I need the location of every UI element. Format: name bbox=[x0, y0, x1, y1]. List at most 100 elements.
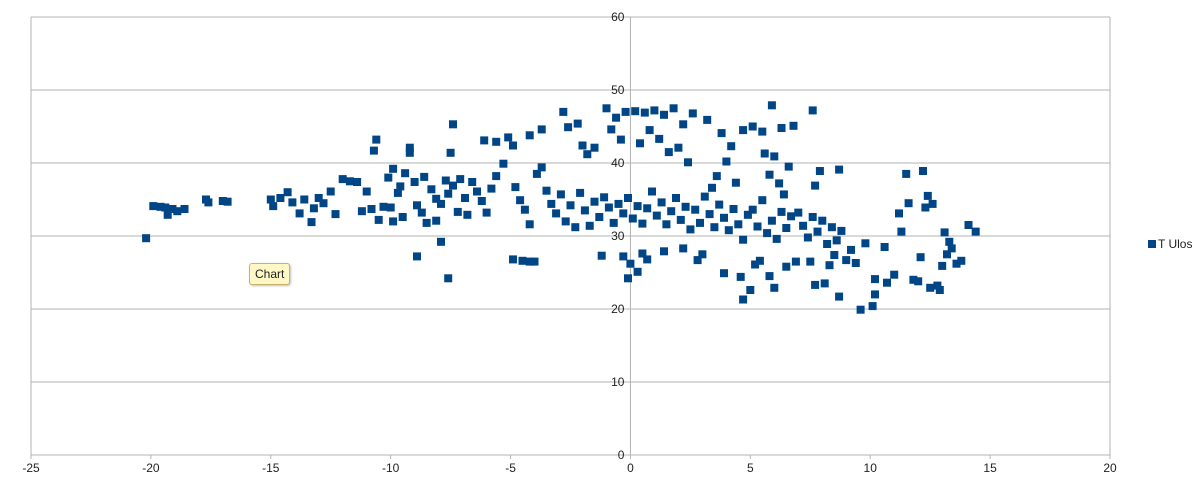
data-point bbox=[928, 199, 937, 208]
data-point bbox=[760, 149, 769, 158]
data-point bbox=[763, 229, 772, 238]
data-point bbox=[326, 187, 335, 196]
data-point bbox=[396, 182, 405, 191]
data-point bbox=[619, 252, 628, 261]
data-point bbox=[638, 249, 647, 258]
data-point bbox=[576, 188, 585, 197]
data-point bbox=[770, 152, 779, 161]
data-point bbox=[369, 146, 378, 155]
data-point bbox=[487, 184, 496, 193]
data-point bbox=[811, 181, 820, 190]
data-point bbox=[832, 236, 841, 245]
legend-swatch bbox=[1148, 240, 1156, 248]
data-point bbox=[444, 274, 453, 283]
data-point bbox=[964, 221, 973, 229]
data-point bbox=[717, 129, 726, 138]
data-point bbox=[223, 197, 232, 206]
data-point bbox=[353, 178, 362, 186]
data-point bbox=[681, 202, 690, 211]
data-point bbox=[456, 175, 465, 184]
data-point bbox=[640, 108, 649, 117]
y-tick-label: 20 bbox=[611, 302, 625, 316]
data-point bbox=[432, 194, 441, 203]
data-point bbox=[775, 179, 784, 188]
data-point bbox=[943, 250, 951, 259]
data-point bbox=[453, 207, 462, 216]
data-point bbox=[650, 106, 659, 115]
data-point bbox=[441, 176, 450, 185]
data-point bbox=[921, 203, 930, 212]
data-point bbox=[842, 256, 851, 265]
data-point bbox=[897, 227, 906, 236]
data-point bbox=[537, 163, 546, 172]
data-point bbox=[933, 281, 942, 290]
data-point bbox=[823, 240, 832, 248]
data-point bbox=[830, 251, 839, 259]
data-point bbox=[616, 135, 625, 144]
data-point bbox=[779, 190, 788, 199]
data-point bbox=[374, 215, 383, 224]
data-point bbox=[890, 270, 899, 279]
x-tick-label: -15 bbox=[262, 461, 280, 475]
y-tick-label: 40 bbox=[611, 156, 625, 170]
data-point bbox=[288, 198, 297, 207]
data-point bbox=[672, 194, 680, 202]
data-point bbox=[367, 205, 376, 213]
data-point bbox=[597, 251, 606, 260]
data-point bbox=[734, 220, 743, 229]
data-point bbox=[751, 260, 760, 269]
data-point bbox=[547, 199, 556, 208]
data-point bbox=[511, 183, 520, 192]
data-point bbox=[384, 173, 393, 182]
data-point bbox=[743, 210, 752, 219]
data-point bbox=[645, 126, 654, 135]
data-point bbox=[952, 259, 961, 268]
data-point bbox=[806, 257, 815, 266]
data-point bbox=[621, 107, 630, 116]
data-point bbox=[525, 257, 534, 266]
data-point bbox=[633, 202, 642, 211]
gridlines bbox=[30, 16, 1111, 456]
data-point bbox=[149, 202, 158, 211]
data-point bbox=[552, 209, 561, 218]
data-point bbox=[477, 197, 486, 205]
data-point bbox=[655, 134, 664, 143]
data-point bbox=[520, 205, 529, 214]
data-point bbox=[295, 209, 304, 218]
data-point bbox=[710, 223, 719, 232]
data-point bbox=[142, 234, 151, 243]
data-point bbox=[571, 223, 580, 232]
data-point bbox=[657, 198, 666, 207]
data-point bbox=[607, 125, 616, 134]
data-point bbox=[880, 243, 889, 251]
data-point bbox=[700, 192, 709, 201]
data-point bbox=[811, 280, 820, 289]
data-point bbox=[628, 214, 637, 223]
data-point bbox=[660, 247, 668, 256]
data-point bbox=[784, 162, 793, 171]
data-point bbox=[173, 207, 182, 216]
data-point bbox=[664, 148, 673, 157]
x-tick-label: 15 bbox=[983, 461, 997, 475]
data-point bbox=[626, 259, 635, 268]
data-point bbox=[787, 212, 796, 221]
data-point bbox=[537, 125, 546, 134]
data-point bbox=[720, 269, 728, 278]
data-point bbox=[758, 127, 767, 136]
data-point bbox=[748, 205, 757, 214]
data-point bbox=[770, 283, 779, 292]
data-point bbox=[957, 256, 966, 265]
data-point bbox=[765, 170, 774, 179]
data-point bbox=[379, 202, 388, 211]
data-point bbox=[542, 186, 551, 195]
y-tick-label: 50 bbox=[611, 83, 625, 97]
x-tick-label: 10 bbox=[864, 461, 878, 475]
data-point bbox=[413, 201, 421, 210]
data-point bbox=[516, 196, 525, 205]
data-point bbox=[156, 202, 165, 211]
data-point bbox=[712, 172, 721, 181]
data-point bbox=[580, 206, 589, 215]
data-point bbox=[794, 208, 803, 217]
data-point bbox=[609, 218, 618, 227]
data-point bbox=[604, 203, 613, 212]
